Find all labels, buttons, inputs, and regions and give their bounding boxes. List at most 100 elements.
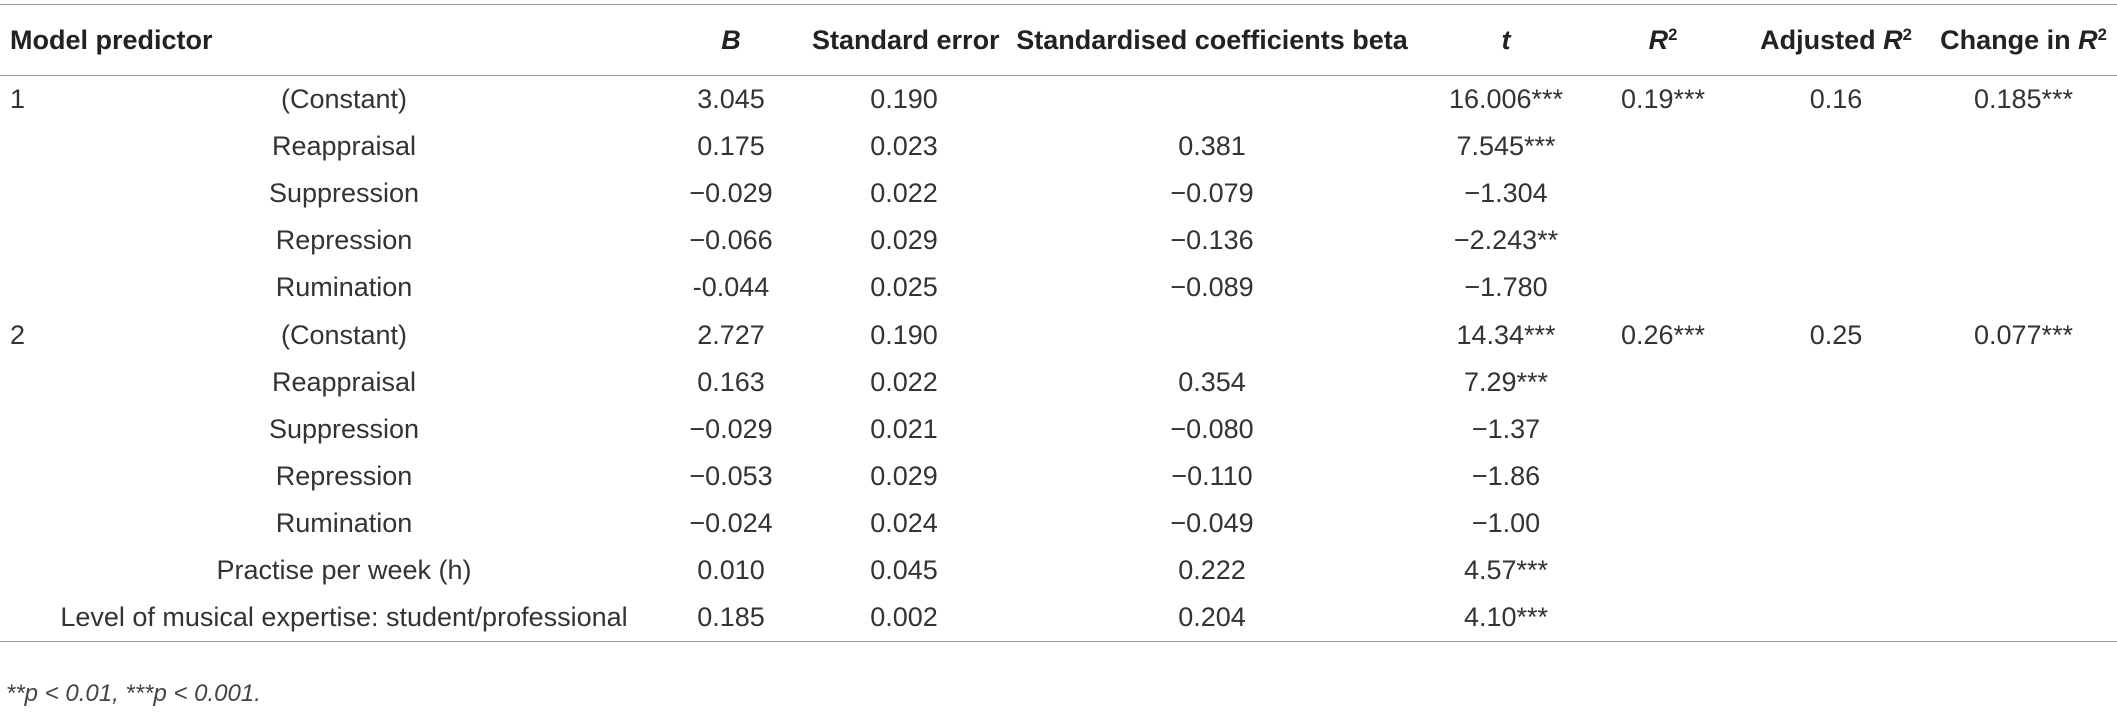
- cell-b: 2.727: [697, 319, 765, 350]
- header-adjusted-r2-symbol: R: [1883, 24, 1903, 55]
- cell-t: 4.57***: [1463, 555, 1549, 586]
- cell-r2: [1584, 170, 1742, 217]
- cell-change-in-r2: 0.185***: [1973, 83, 2074, 114]
- cell-adjusted-r2: 0.25: [1809, 319, 1863, 350]
- cell-change-in-r2: [1930, 406, 2117, 453]
- header-beta: Standardised coefficients beta: [1016, 24, 1408, 55]
- header-t: t: [1501, 24, 1511, 55]
- header-model-predictor: Model predictor: [10, 24, 213, 55]
- cell-model: [0, 453, 38, 500]
- cell-beta: 0.381: [1178, 130, 1246, 161]
- cell-se: 0.190: [870, 83, 938, 114]
- cell-r2: 0.19***: [1620, 83, 1706, 114]
- header-adjusted-r2: Adjusted R2: [1742, 5, 1930, 76]
- cell-se: 0.029: [870, 225, 938, 256]
- cell-se: 0.021: [870, 413, 938, 444]
- table-row: 2 (Constant) 2.727 0.190 14.34*** 0.26**…: [0, 311, 2117, 358]
- cell-t: 16.006***: [1448, 83, 1564, 114]
- cell-predictor: Rumination: [275, 508, 413, 539]
- cell-model: [0, 170, 38, 217]
- cell-model: 2: [10, 319, 26, 350]
- cell-predictor: Practise per week (h): [216, 555, 472, 586]
- header-adjusted-r2-superscript: 2: [1902, 24, 1912, 44]
- cell-r2: [1584, 453, 1742, 500]
- cell-change-in-r2: 0.077***: [1973, 319, 2074, 350]
- cell-predictor: Repression: [275, 225, 413, 256]
- header-change-in-r2-symbol: R: [2078, 24, 2098, 55]
- cell-beta: 0.222: [1178, 555, 1246, 586]
- header-standard-error: Standard error: [812, 24, 1000, 55]
- cell-model: [0, 217, 38, 264]
- header-change-in-r2-superscript: 2: [2097, 24, 2107, 44]
- cell-model: 1: [10, 83, 26, 114]
- cell-se: 0.025: [870, 272, 938, 303]
- cell-beta: −0.136: [1170, 225, 1254, 256]
- header-r2-symbol: R: [1648, 24, 1669, 55]
- cell-predictor: Level of musical expertise: student/prof…: [38, 594, 651, 643]
- cell-se: 0.190: [870, 319, 938, 350]
- cell-r2: [1584, 264, 1742, 311]
- cell-beta: −0.079: [1170, 177, 1254, 208]
- cell-model: [0, 500, 38, 547]
- cell-r2: [1584, 547, 1742, 594]
- cell-t: −2.243**: [1453, 225, 1559, 256]
- cell-adjusted-r2: [1742, 170, 1930, 217]
- cell-t: −1.780: [1464, 272, 1548, 303]
- cell-se: 0.029: [870, 461, 938, 492]
- cell-adjusted-r2: [1742, 359, 1930, 406]
- cell-model: [0, 594, 38, 643]
- table-row: Reappraisal 0.175 0.023 0.381 7.545***: [0, 123, 2117, 170]
- cell-predictor: (Constant): [280, 319, 408, 350]
- cell-model: [0, 547, 38, 594]
- cell-r2: [1584, 594, 1743, 643]
- cell-adjusted-r2: 0.16: [1809, 83, 1863, 114]
- cell-b: −0.066: [689, 225, 773, 256]
- table-footnote: **p < 0.01, ***p < 0.001.: [6, 680, 261, 707]
- header-row: Model predictor B Standard error Standar…: [0, 4, 2117, 76]
- cell-adjusted-r2: [1742, 500, 1930, 547]
- cell-b: 0.010: [697, 555, 765, 586]
- cell-t: 7.545***: [1456, 130, 1556, 161]
- cell-t: −1.00: [1471, 508, 1541, 539]
- cell-se: 0.045: [870, 555, 938, 586]
- cell-beta: −0.049: [1170, 508, 1254, 539]
- cell-b: 0.163: [697, 366, 765, 397]
- table-row: Repression −0.053 0.029 −0.110 −1.86: [0, 453, 2117, 500]
- cell-change-in-r2: [1930, 547, 2117, 594]
- cell-change-in-r2: [1930, 594, 2117, 643]
- header-r2-superscript: 2: [1668, 24, 1678, 44]
- cell-beta: [996, 76, 1428, 123]
- cell-change-in-r2: [1930, 217, 2117, 264]
- cell-change-in-r2: [1930, 453, 2117, 500]
- table-row: Rumination -0.044 0.025 −0.089 −1.780: [0, 264, 2117, 311]
- cell-adjusted-r2: [1742, 264, 1930, 311]
- table-row: Suppression −0.029 0.022 −0.079 −1.304: [0, 170, 2117, 217]
- cell-adjusted-r2: [1742, 406, 1930, 453]
- table-row: Repression −0.066 0.029 −0.136 −2.243**: [0, 217, 2117, 264]
- header-adjusted-r2-prefix: Adjusted: [1760, 24, 1884, 55]
- cell-r2: [1584, 500, 1742, 547]
- cell-r2: [1584, 123, 1742, 170]
- table-row: Practise per week (h) 0.010 0.045 0.222 …: [0, 547, 2117, 594]
- cell-b: −0.029: [689, 177, 773, 208]
- cell-adjusted-r2: [1742, 217, 1930, 264]
- cell-t: −1.304: [1464, 177, 1548, 208]
- cell-change-in-r2: [1930, 123, 2117, 170]
- cell-change-in-r2: [1930, 359, 2117, 406]
- cell-model: [0, 406, 38, 453]
- table-row: Rumination −0.024 0.024 −0.049 −1.00: [0, 500, 2117, 547]
- cell-r2: [1584, 359, 1742, 406]
- cell-r2: [1584, 217, 1742, 264]
- cell-model: [0, 359, 38, 406]
- cell-change-in-r2: [1930, 264, 2117, 311]
- cell-adjusted-r2: [1742, 594, 1931, 643]
- cell-r2: 0.26***: [1620, 319, 1706, 350]
- cell-b: −0.024: [689, 508, 773, 539]
- cell-b: 0.185: [650, 594, 813, 643]
- cell-b: −0.053: [689, 461, 773, 492]
- cell-b: 0.175: [697, 130, 765, 161]
- table-row: 1 (Constant) 3.045 0.190 16.006*** 0.19*…: [0, 76, 2117, 123]
- cell-predictor: (Constant): [280, 83, 408, 114]
- table-row: Suppression −0.029 0.021 −0.080 −1.37: [0, 406, 2117, 453]
